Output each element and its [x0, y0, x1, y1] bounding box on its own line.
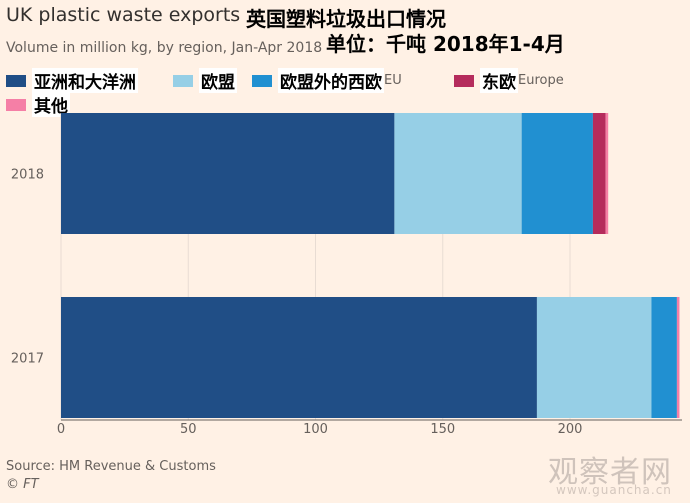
chart-subtitle: Volume in million kg, by region, Jan-Apr… — [6, 40, 323, 56]
legend-item-eu: 欧盟 — [173, 68, 237, 93]
x-tick-label: 100 — [303, 422, 328, 437]
chart-title: UK plastic waste exports — [6, 4, 241, 26]
legend-item-asia: 亚洲和大洋洲 — [6, 68, 138, 93]
watermark-logo: 观察者网 — [548, 455, 672, 490]
y-category-label: 2017 — [11, 352, 44, 367]
legend-swatch — [252, 74, 272, 87]
legend-swatch — [6, 98, 26, 111]
legend-swatch — [454, 74, 474, 87]
bar-segment — [605, 113, 609, 234]
x-tick-label: 0 — [57, 422, 65, 437]
legend-label: 欧盟 — [199, 68, 237, 93]
legend-item-other: 其他 — [6, 92, 70, 117]
bar-segment — [592, 113, 606, 234]
bar-segment — [536, 297, 652, 418]
legend-label: 亚洲和大洋洲 — [32, 68, 138, 93]
bar-segment — [676, 297, 680, 418]
legend-item-east-europe: 东欧 Europe — [454, 68, 564, 93]
source-note: Source: HM Revenue & Customs — [6, 459, 216, 474]
bar-segment — [521, 113, 593, 234]
watermark-url: www.guancha.cn — [556, 483, 672, 497]
legend-label: 东欧 — [480, 68, 518, 93]
bar-segment — [61, 113, 395, 234]
x-tick-label: 200 — [558, 422, 583, 437]
bar-segment — [394, 113, 522, 234]
axes: 0 50 100 150 200 2018 2017 — [11, 168, 682, 437]
legend-label: 其他 — [32, 92, 70, 117]
bars — [61, 113, 680, 418]
ft-credit: © FT — [6, 477, 39, 492]
unit-label-cn: 单位：千吨 2018年1-4月 — [326, 32, 565, 56]
bar-segment — [61, 297, 537, 418]
x-tick-label: 150 — [430, 422, 455, 437]
legend-label: 欧盟外的西欧 — [278, 68, 384, 93]
legend-item-west-europe: 欧盟外的西欧 EU — [252, 68, 402, 93]
legend-swatch — [173, 74, 193, 87]
x-tick-label: 50 — [180, 422, 197, 437]
legend-label-en: Europe — [518, 73, 564, 88]
legend-swatch — [6, 74, 26, 87]
y-category-label: 2018 — [11, 168, 44, 183]
chart-title-cn: 英国塑料垃圾出口情况 — [246, 7, 446, 31]
legend-label-en: EU — [384, 73, 402, 88]
bar-segment — [651, 297, 677, 418]
